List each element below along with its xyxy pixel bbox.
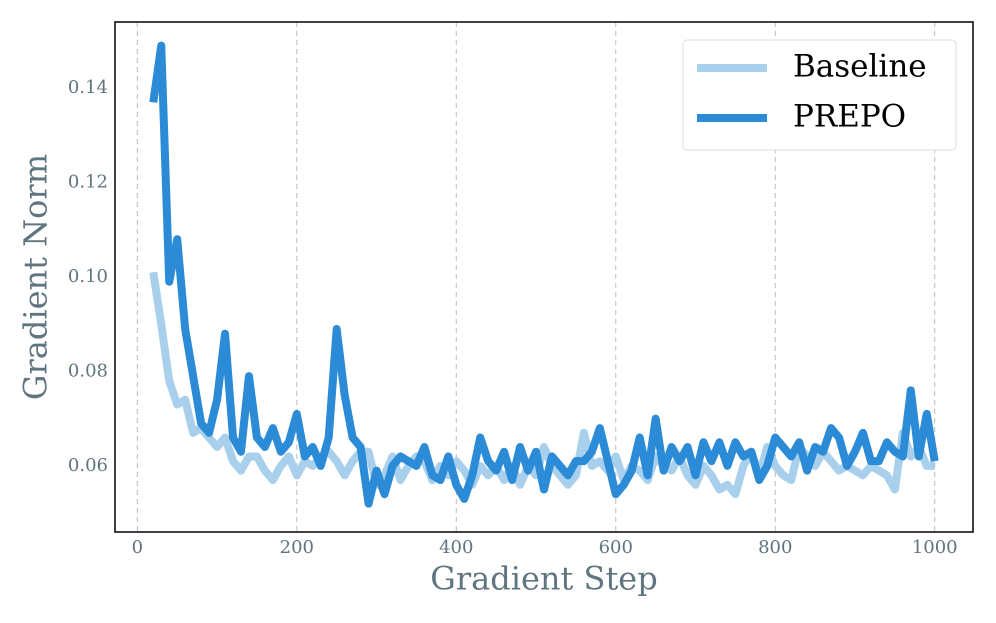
legend-label: PREPO	[793, 99, 906, 135]
x-tick-label: 600	[599, 537, 633, 558]
y-tick-label: 0.12	[68, 172, 108, 193]
y-tick-label: 0.10	[68, 266, 108, 287]
x-tick-label: 0	[132, 537, 143, 558]
line-series	[149, 41, 939, 508]
line-series	[149, 271, 935, 499]
y-tick-label: 0.06	[68, 455, 108, 476]
x-tick-label: 800	[758, 537, 792, 558]
y-tick-label: 0.14	[68, 77, 108, 98]
x-tick-label: 200	[280, 537, 314, 558]
y-tick-label: 0.08	[68, 360, 108, 381]
plot-frame	[114, 21, 974, 533]
legend-label: Baseline	[793, 49, 927, 85]
x-tick-label: 1000	[912, 537, 958, 558]
y-axis-label: Gradient Norm	[17, 154, 55, 400]
x-tick-label: 400	[439, 537, 473, 558]
x-axis-label: Gradient Step	[430, 560, 657, 598]
